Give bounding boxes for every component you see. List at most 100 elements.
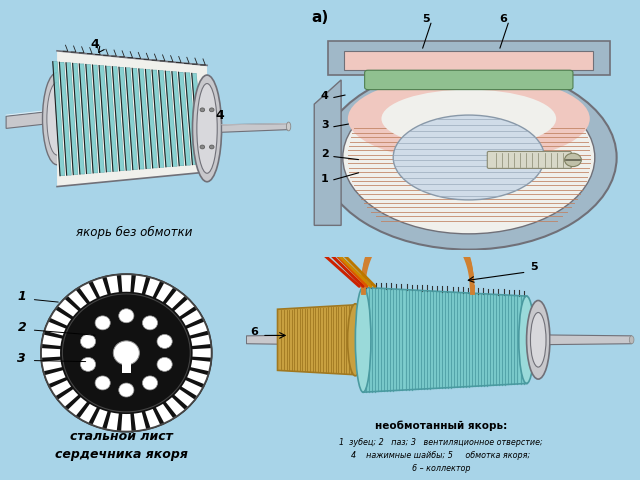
Polygon shape [139, 69, 151, 168]
Ellipse shape [519, 296, 534, 384]
Text: 1: 1 [321, 174, 329, 184]
Circle shape [81, 358, 95, 372]
Polygon shape [79, 64, 91, 173]
Circle shape [95, 316, 110, 330]
Polygon shape [152, 70, 164, 168]
Text: 5: 5 [422, 14, 429, 24]
Ellipse shape [321, 65, 617, 250]
FancyBboxPatch shape [487, 151, 572, 168]
Polygon shape [79, 283, 97, 302]
Polygon shape [50, 380, 71, 396]
Polygon shape [42, 335, 62, 346]
Polygon shape [156, 404, 173, 423]
Text: 2: 2 [17, 321, 26, 334]
Text: 6: 6 [250, 327, 258, 337]
Ellipse shape [343, 81, 595, 234]
Polygon shape [86, 64, 98, 173]
Polygon shape [145, 277, 161, 297]
Polygon shape [50, 310, 71, 325]
Polygon shape [192, 73, 204, 164]
Ellipse shape [286, 122, 291, 131]
Text: 3: 3 [321, 120, 328, 131]
Ellipse shape [381, 90, 556, 148]
Polygon shape [191, 360, 211, 371]
Polygon shape [58, 389, 78, 407]
Polygon shape [52, 62, 65, 176]
Ellipse shape [47, 83, 67, 155]
Circle shape [209, 145, 214, 149]
Polygon shape [166, 397, 185, 416]
Circle shape [200, 108, 205, 112]
Text: 4: 4 [216, 108, 225, 122]
Polygon shape [6, 111, 50, 128]
Text: 1  зубец; 2   паз; 3   вентиляционное отверстие;: 1 зубец; 2 паз; 3 вентиляционное отверст… [339, 438, 543, 446]
Polygon shape [179, 72, 191, 165]
Polygon shape [187, 370, 208, 384]
Text: сердечника якоря: сердечника якоря [55, 448, 188, 461]
Polygon shape [106, 412, 119, 431]
Polygon shape [106, 275, 119, 293]
Circle shape [119, 383, 134, 397]
Circle shape [143, 376, 157, 390]
Polygon shape [45, 370, 65, 384]
Polygon shape [193, 348, 212, 358]
Text: 4    нажимные шайбы; 5     обмотка якоря;: 4 нажимные шайбы; 5 обмотка якоря; [351, 451, 531, 460]
Polygon shape [145, 70, 157, 168]
Text: 2: 2 [321, 149, 329, 159]
Circle shape [157, 335, 172, 348]
Text: 4: 4 [321, 91, 329, 101]
Text: 6 – коллектор: 6 – коллектор [412, 464, 470, 473]
Circle shape [157, 358, 172, 372]
Polygon shape [185, 73, 197, 165]
Polygon shape [119, 67, 131, 170]
Circle shape [81, 335, 95, 348]
Polygon shape [72, 63, 84, 174]
Polygon shape [68, 290, 87, 309]
Polygon shape [165, 71, 177, 166]
Polygon shape [182, 380, 203, 396]
Ellipse shape [42, 72, 72, 165]
Ellipse shape [348, 75, 590, 162]
Polygon shape [363, 288, 527, 392]
Polygon shape [175, 299, 195, 316]
Polygon shape [60, 62, 71, 175]
Text: 1: 1 [17, 290, 26, 303]
Polygon shape [57, 51, 207, 187]
FancyBboxPatch shape [344, 51, 593, 70]
Circle shape [119, 309, 134, 323]
Polygon shape [187, 322, 208, 336]
Polygon shape [156, 283, 173, 302]
Circle shape [143, 316, 157, 330]
Circle shape [41, 274, 212, 432]
FancyBboxPatch shape [365, 70, 573, 90]
Polygon shape [278, 305, 355, 375]
Polygon shape [550, 335, 632, 345]
Ellipse shape [393, 115, 545, 200]
Polygon shape [79, 404, 97, 423]
Polygon shape [166, 290, 185, 309]
Ellipse shape [197, 84, 217, 173]
Ellipse shape [629, 336, 634, 344]
Circle shape [200, 145, 205, 149]
Polygon shape [45, 322, 65, 336]
Polygon shape [113, 67, 124, 171]
Circle shape [209, 108, 214, 112]
Polygon shape [92, 277, 108, 297]
Polygon shape [122, 361, 131, 372]
Circle shape [95, 376, 110, 390]
Ellipse shape [564, 153, 581, 167]
Polygon shape [58, 299, 78, 316]
Text: якорь без обмотки: якорь без обмотки [76, 226, 193, 239]
Polygon shape [68, 397, 87, 416]
Text: а): а) [311, 10, 328, 25]
Text: 5: 5 [531, 262, 538, 272]
Polygon shape [134, 412, 146, 431]
Text: 6: 6 [499, 14, 507, 24]
FancyBboxPatch shape [328, 41, 610, 75]
Polygon shape [159, 71, 171, 167]
Polygon shape [121, 274, 132, 292]
Polygon shape [246, 336, 278, 344]
Polygon shape [121, 414, 132, 432]
Ellipse shape [348, 304, 363, 376]
Polygon shape [66, 63, 78, 175]
